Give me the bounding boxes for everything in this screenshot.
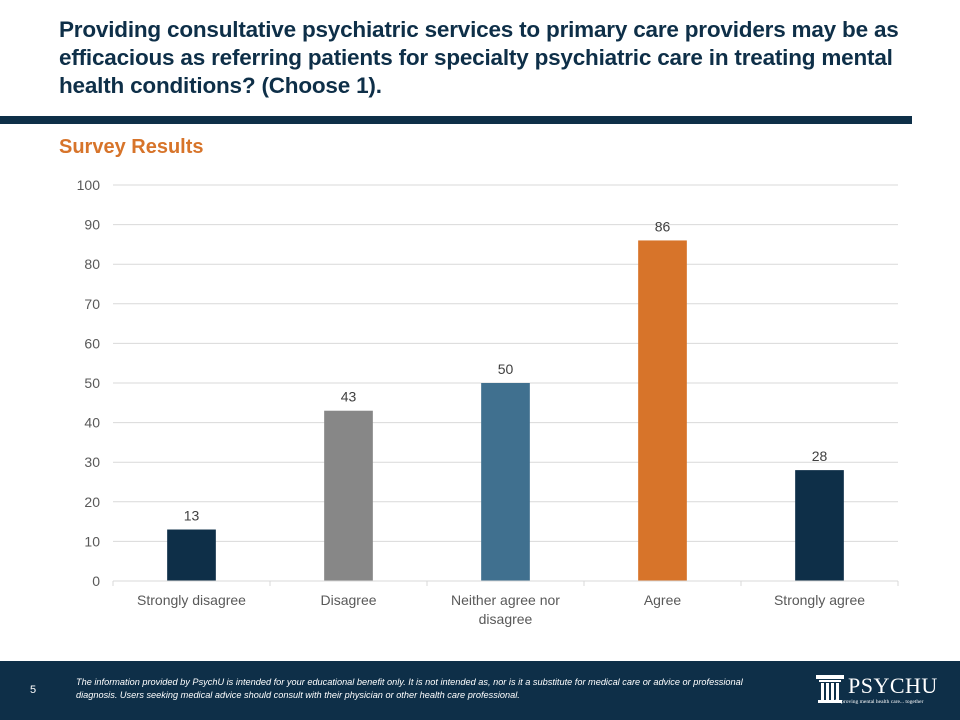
x-category-label: Strongly disagree xyxy=(137,592,246,608)
logo-tagline: Improving mental health care... together xyxy=(835,699,924,705)
y-tick-label: 80 xyxy=(84,256,100,272)
bar-strongly-agree xyxy=(795,470,844,581)
data-label: 28 xyxy=(812,448,828,464)
y-tick-label: 30 xyxy=(84,454,100,470)
y-tick-label: 0 xyxy=(92,573,100,589)
y-tick-label: 70 xyxy=(84,296,100,312)
footer-bar: 5 The information provided by PsychU is … xyxy=(0,661,960,720)
x-category-label: Strongly agree xyxy=(774,592,865,608)
y-tick-label: 90 xyxy=(84,217,100,233)
bar-disagree xyxy=(324,410,373,581)
slide-title: Providing consultative psychiatric servi… xyxy=(59,17,899,98)
disclaimer-text: The information provided by PsychU is in… xyxy=(76,677,743,700)
data-label: 50 xyxy=(498,361,514,377)
page-number: 5 xyxy=(30,684,37,696)
psychu-logo: PSYCHU Improving mental health care... t… xyxy=(815,673,945,715)
y-tick-label: 60 xyxy=(84,335,100,351)
logo-wordmark: PSYCHU xyxy=(848,673,938,698)
y-tick-label: 20 xyxy=(84,494,100,510)
chart-subtitle: Survey Results xyxy=(59,136,204,158)
title-divider xyxy=(0,116,912,124)
y-tick-label: 40 xyxy=(84,415,100,431)
y-tick-label: 100 xyxy=(77,177,101,193)
x-category-label: disagree xyxy=(479,611,533,627)
data-label: 13 xyxy=(184,508,200,524)
column-icon xyxy=(816,675,844,703)
bar-chart: 0 10 20 30 40 50 60 70 80 90 100 13 Strongly disagre… xyxy=(77,177,899,627)
x-category-label: Disagree xyxy=(320,592,376,608)
bar-agree xyxy=(638,240,687,581)
bar-strongly-disagree xyxy=(167,529,216,581)
data-label: 86 xyxy=(655,218,671,234)
data-label: 43 xyxy=(341,389,357,405)
bar-neither-agree-nor-disagree xyxy=(481,383,530,581)
y-tick-label: 10 xyxy=(84,533,100,549)
x-category-label: Agree xyxy=(644,592,682,608)
x-category-label: Neither agree nor xyxy=(451,592,560,608)
y-tick-label: 50 xyxy=(84,375,100,391)
